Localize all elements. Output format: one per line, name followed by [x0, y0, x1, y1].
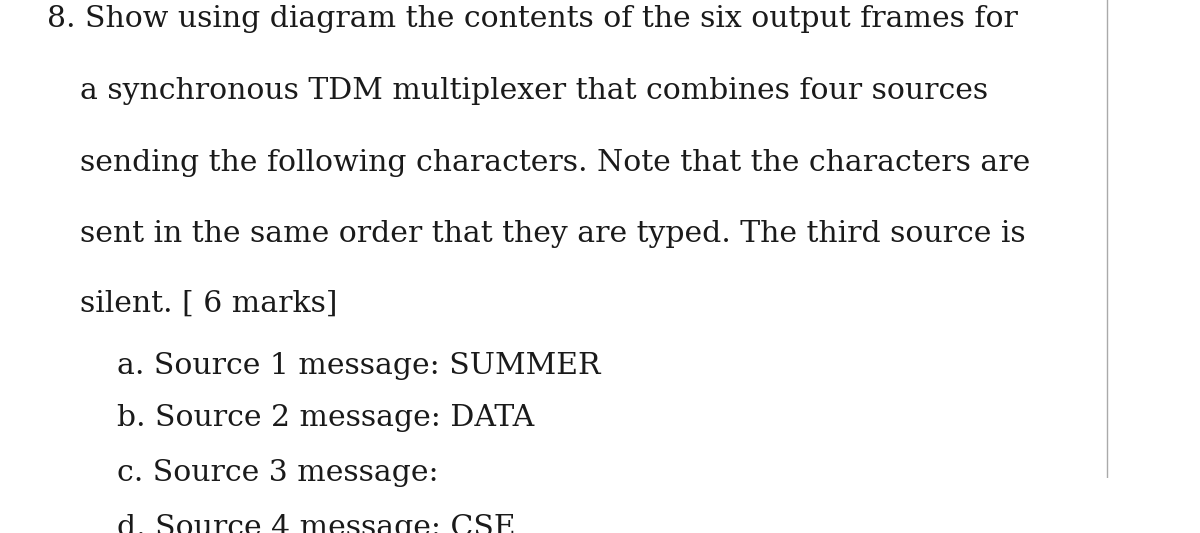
Text: c. Source 3 message:: c. Source 3 message: [116, 459, 438, 487]
Text: b. Source 2 message: DATA: b. Source 2 message: DATA [116, 404, 534, 432]
Text: sending the following characters. Note that the characters are: sending the following characters. Note t… [80, 149, 1031, 177]
Text: d. Source 4 message: CSE: d. Source 4 message: CSE [116, 514, 516, 533]
Text: sent in the same order that they are typed. The third source is: sent in the same order that they are typ… [80, 220, 1026, 248]
Text: a. Source 1 message: SUMMER: a. Source 1 message: SUMMER [116, 352, 600, 379]
Text: a synchronous TDM multiplexer that combines four sources: a synchronous TDM multiplexer that combi… [80, 77, 989, 105]
Text: silent. [ 6 marks]: silent. [ 6 marks] [80, 289, 337, 318]
Text: 8. Show using diagram the contents of the six output frames for: 8. Show using diagram the contents of th… [47, 5, 1018, 34]
